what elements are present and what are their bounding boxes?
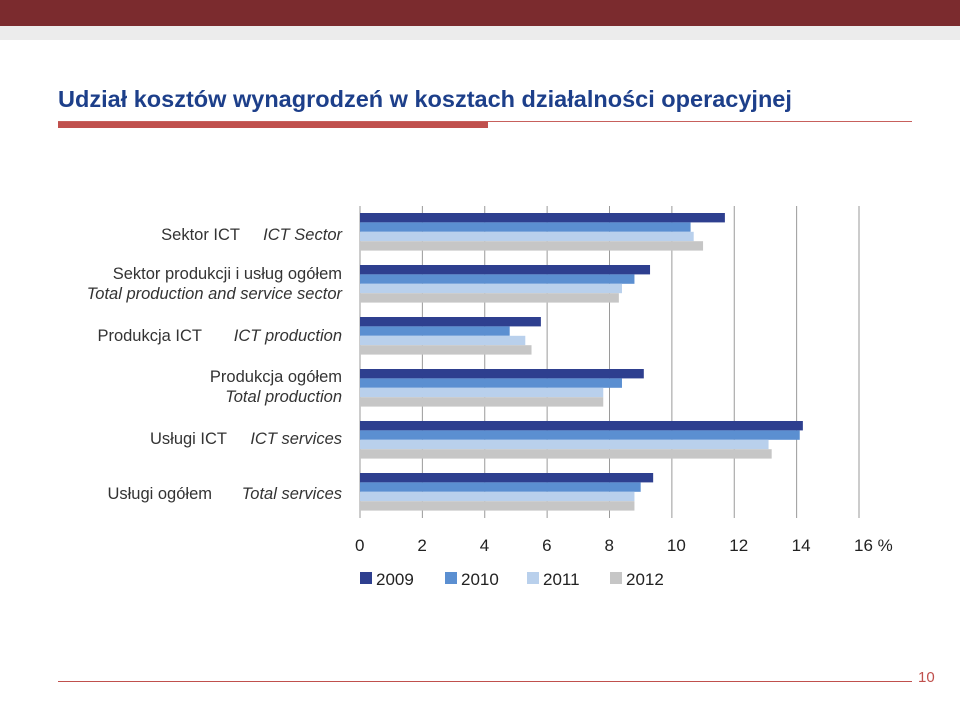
legend-label-2012: 2012 (626, 570, 664, 589)
x-tick-label: 6 (542, 536, 551, 555)
category-label-pl: Usługi ICT (150, 430, 227, 448)
legend-label-2009: 2009 (376, 570, 414, 589)
legend-swatch-2012 (610, 572, 622, 584)
x-tick-label: 12 (729, 536, 748, 555)
bar-2009-2 (360, 317, 541, 327)
footer-rule (58, 681, 912, 682)
x-tick-label: 14 (792, 536, 811, 555)
category-label-en: ICT production (234, 327, 342, 345)
bar-2012-2 (360, 345, 532, 355)
category-label-en: Total production and service sector (87, 285, 344, 303)
bar-2011-1 (360, 283, 622, 294)
gridlines (359, 206, 860, 518)
page-number: 10 (918, 669, 935, 686)
bar-2009-3 (360, 369, 644, 379)
bars (360, 213, 803, 511)
x-tick-label: 2 (417, 536, 426, 555)
bar-2011-4 (360, 439, 769, 450)
legend-label-2011: 2011 (543, 570, 580, 589)
category-labels: Sektor ICT ICT Sector Sektor produkcji i u… (87, 226, 344, 503)
bar-2012-4 (360, 449, 772, 459)
title-underline (58, 121, 912, 122)
bar-2011-3 (360, 387, 604, 398)
bar-2012-5 (360, 501, 635, 511)
title-accent-bar (58, 122, 488, 128)
bar-2011-0 (360, 231, 694, 242)
category-label-en: Total production (225, 388, 342, 406)
bar-2009-4 (360, 421, 803, 431)
bar-2009-5 (360, 473, 654, 483)
bar-2009-1 (360, 265, 651, 275)
x-tick-label: 8 (605, 536, 614, 555)
legend-swatch-2010 (445, 572, 457, 584)
x-tick-label: 16 % (854, 536, 893, 555)
category-label-en: ICT Sector (263, 226, 343, 244)
category-label-en: ICT services (250, 430, 342, 448)
bar-2011-2 (360, 335, 526, 346)
category-label-en: Total services (242, 485, 342, 503)
x-tick-label: 10 (667, 536, 686, 555)
legend-label-2010: 2010 (461, 570, 499, 589)
legend-swatch-2011 (527, 572, 539, 584)
slide-title: Udział kosztów wynagrodzeń w kosztach dz… (58, 86, 792, 112)
bar-2010-4 (360, 430, 800, 440)
bar-2009-0 (360, 213, 725, 223)
category-label-pl: Produkcja ICT (97, 327, 202, 345)
bar-2010-5 (360, 482, 641, 492)
bar-2010-1 (360, 274, 635, 284)
category-label-pl: Sektor ICT (161, 226, 240, 244)
bar-2010-2 (360, 326, 510, 336)
bar-2012-3 (360, 397, 604, 407)
category-label-pl: Sektor produkcji i usług ogółem (113, 265, 342, 283)
bar-2012-0 (360, 241, 704, 251)
x-tick-label: 0 (355, 536, 364, 555)
x-axis-ticks: 0 2 4 6 8 10 12 14 16 % (355, 536, 893, 555)
legend-swatch-2009 (360, 572, 372, 584)
category-label-pl: Usługi ogółem (107, 485, 212, 503)
bar-2010-0 (360, 222, 691, 232)
bar-2012-1 (360, 293, 619, 303)
bar-2010-3 (360, 378, 622, 388)
top-sub-band (0, 26, 960, 40)
top-band (0, 0, 960, 26)
bar-2011-5 (360, 491, 635, 502)
x-tick-label: 4 (480, 536, 489, 555)
category-label-pl: Produkcja ogółem (210, 368, 342, 386)
legend: 2009 2010 2011 2012 (360, 570, 664, 589)
